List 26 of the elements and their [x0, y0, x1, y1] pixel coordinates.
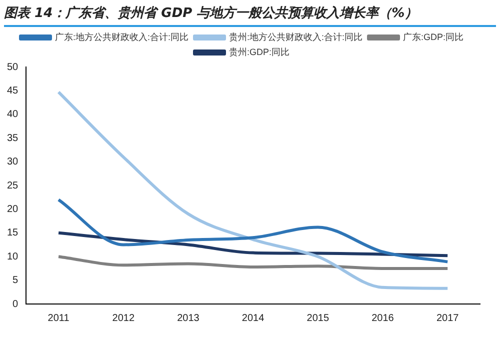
x-tick-label: 2016 [372, 312, 394, 324]
x-tick-label: 2012 [112, 312, 135, 324]
y-tick-label: 25 [7, 180, 19, 192]
y-tick-label: 35 [7, 132, 19, 144]
y-tick-label: 20 [7, 204, 19, 215]
y-tick-label: 40 [7, 109, 19, 120]
y-tick-label: 5 [12, 275, 19, 286]
y-tick-label: 45 [7, 85, 19, 96]
x-tick-label: 2013 [177, 312, 200, 324]
line-series [57, 255, 450, 270]
x-tick-label: 2014 [242, 312, 265, 324]
chart-title: 图表 14：广东省、贵州省 GDP 与地方一般公共预算收入增长率（%） [4, 4, 496, 27]
legend-label: 贵州:地方公共财政收入:合计:同比 [229, 32, 363, 42]
y-tick-label: 10 [7, 251, 19, 262]
line-series [57, 90, 450, 290]
x-tick-label: 2011 [48, 312, 70, 324]
legend-label: 广东:GDP:同比 [403, 32, 464, 42]
x-tick-label: 2017 [436, 312, 460, 324]
line-series [57, 198, 450, 264]
legend-label: 贵州:GDP:同比 [229, 46, 290, 57]
y-tick-label: 50 [7, 62, 19, 73]
y-tick-label: 0 [12, 298, 19, 310]
y-tick-label: 30 [7, 156, 19, 168]
legend-label: 广东:地方公共财政收入:合计:同比 [54, 32, 189, 42]
x-tick-label: 2015 [306, 312, 330, 324]
y-tick-label: 15 [7, 228, 19, 239]
